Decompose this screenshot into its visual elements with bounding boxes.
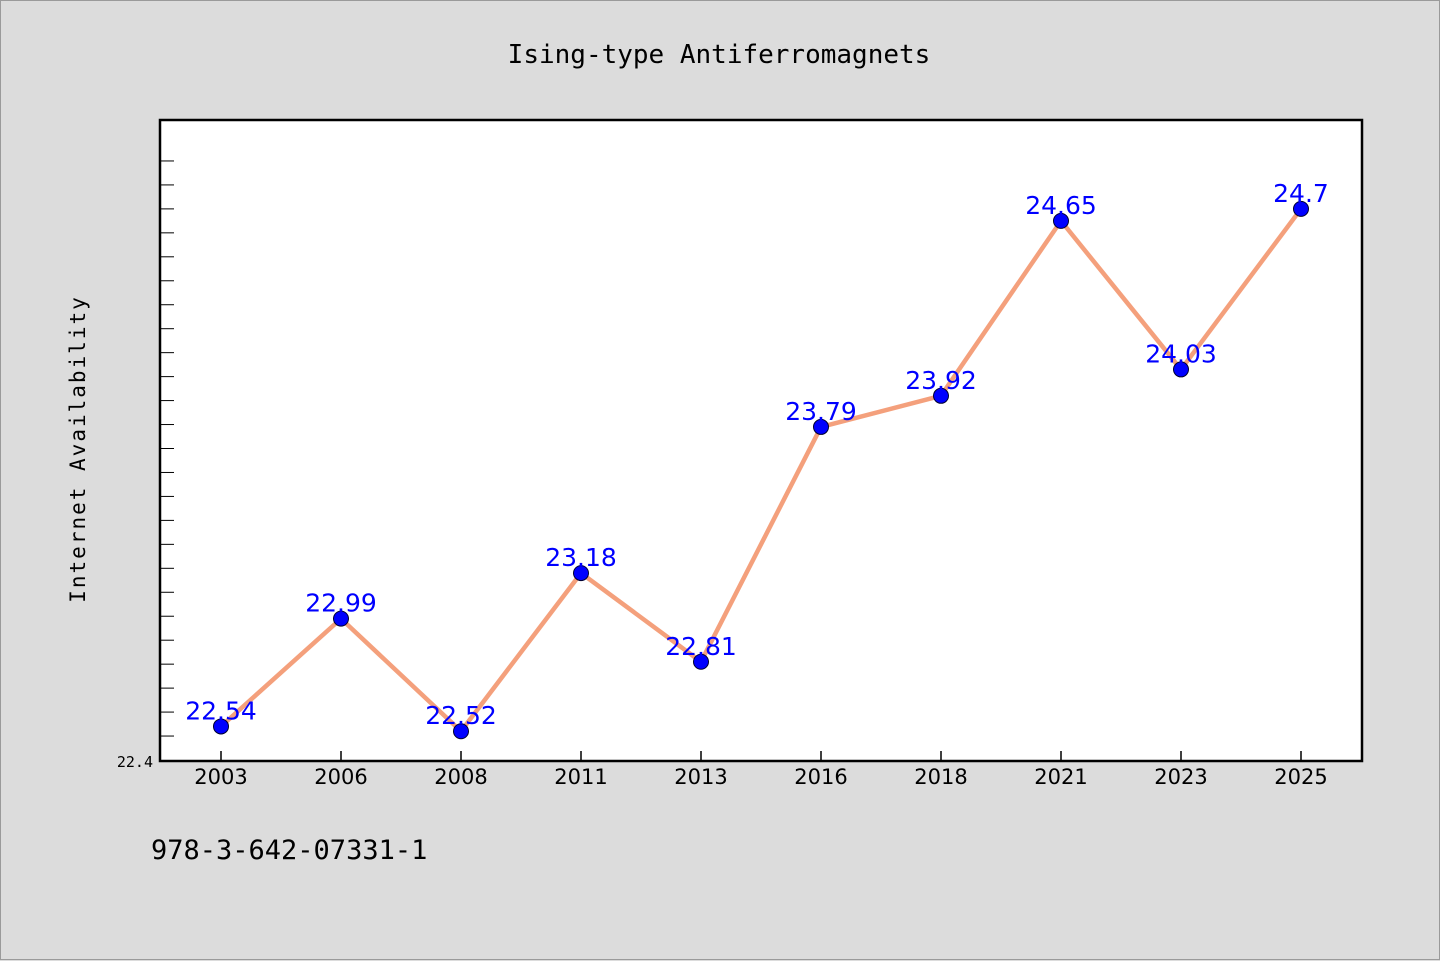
data-label: 22.99 (305, 589, 377, 618)
x-tick-label: 2025 (1274, 765, 1327, 789)
data-point (333, 610, 349, 627)
data-labels: 22.54 22.99 22.52 23.18 22.81 23.79 23.92 24.65… (185, 179, 1329, 730)
data-point (693, 653, 709, 670)
data-point (933, 387, 949, 404)
data-point (1173, 361, 1189, 378)
data-label: 22.52 (425, 701, 497, 730)
data-label: 24.65 (1025, 191, 1097, 220)
x-tick-label: 2003 (194, 765, 247, 789)
data-label: 24.7 (1273, 179, 1329, 208)
data-point (813, 418, 829, 435)
isbn-code: 978-3-642-07331-1 (151, 835, 428, 866)
data-label: 23.18 (545, 543, 617, 572)
y-tick-label: 22.4 (117, 753, 153, 771)
plot-area (158, 118, 1364, 763)
series-line (219, 207, 1303, 734)
y-axis-label: Internet Availability (66, 295, 90, 603)
data-label: 23.92 (905, 366, 977, 395)
x-axis-tick-labels: 2003 2006 2008 2011 2013 2016 2018 2021 2023 2025 (194, 765, 1327, 789)
x-axis-ticks (220, 751, 1302, 761)
x-tick-label: 2006 (314, 765, 367, 789)
data-point (453, 723, 469, 740)
data-label: 22.54 (185, 696, 257, 725)
y-axis-ticks (160, 160, 174, 737)
data-label: 23.79 (785, 397, 857, 426)
data-point (1293, 200, 1309, 217)
x-tick-label: 2013 (674, 765, 727, 789)
x-tick-label: 2018 (914, 765, 967, 789)
x-tick-label: 2008 (434, 765, 487, 789)
data-point (1053, 212, 1069, 229)
chart-title: Ising-type Antiferromagnets (508, 40, 931, 70)
data-label: 24.03 (1145, 339, 1217, 368)
x-tick-label: 2021 (1034, 765, 1087, 789)
x-tick-label: 2016 (794, 765, 847, 789)
x-tick-label: 2023 (1154, 765, 1207, 789)
data-point (213, 718, 229, 735)
data-label: 22.81 (665, 632, 737, 661)
data-point (573, 565, 589, 582)
series-markers (213, 200, 1309, 740)
x-tick-label: 2011 (554, 765, 607, 789)
